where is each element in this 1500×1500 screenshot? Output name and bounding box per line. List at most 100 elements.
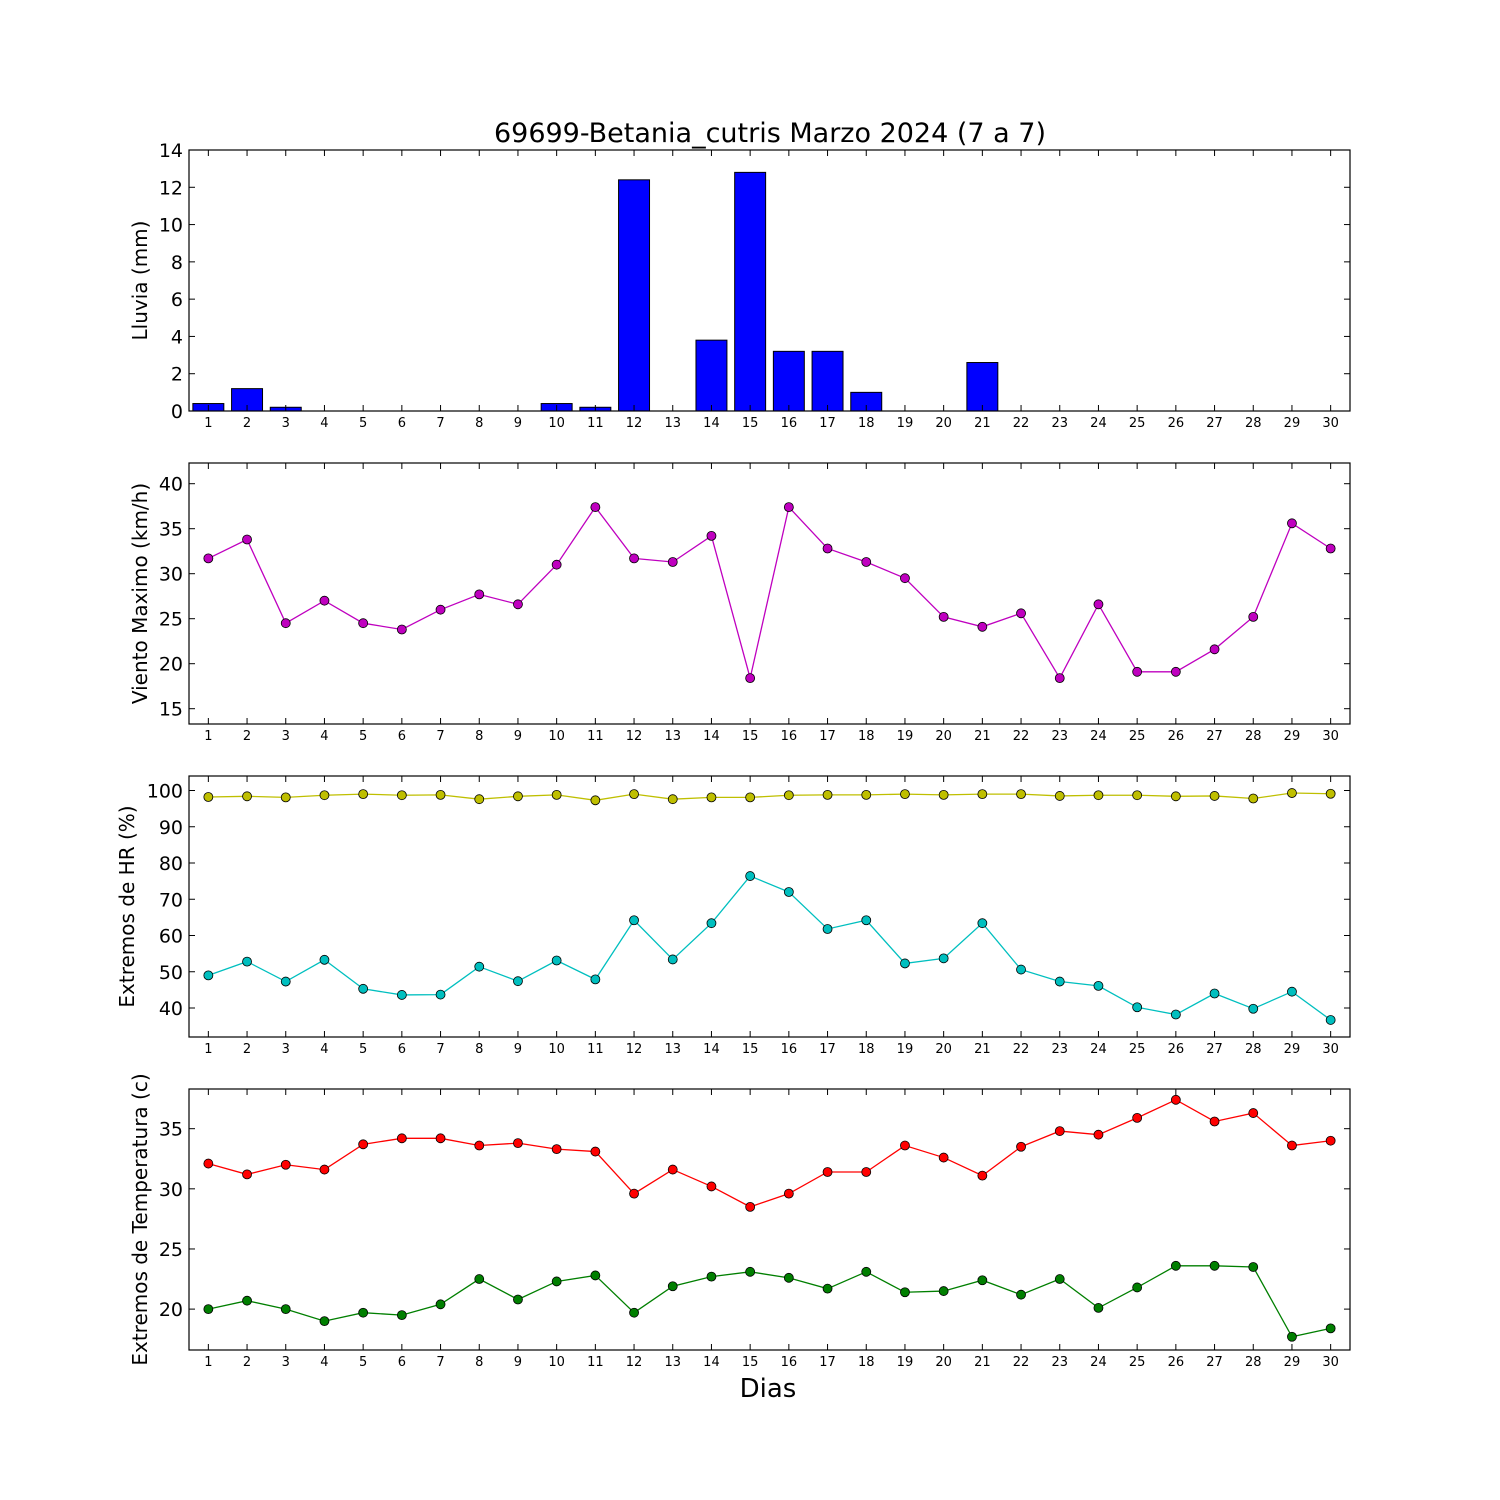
data-point-day-28: [1248, 612, 1259, 622]
x-tick-label: 30: [1322, 1355, 1339, 1370]
bar-day-14: [695, 339, 728, 412]
data-point-day-27: [1209, 1260, 1220, 1271]
data-point-day-18: [861, 557, 872, 567]
data-point-day-15: [745, 1266, 756, 1277]
x-tick-label: 1: [204, 1355, 212, 1370]
x-tick-label: 13: [664, 1042, 681, 1057]
data-point-day-2: [242, 1295, 252, 1306]
x-tick-label: 20: [935, 729, 952, 744]
data-point-day-19: [900, 789, 910, 800]
data-point-day-27: [1209, 791, 1220, 801]
data-point-day-21: [977, 621, 988, 632]
x-tick-label: 5: [359, 416, 367, 431]
data-point-day-8: [474, 794, 485, 805]
y-axis-label: Extremos de Temperatura (c): [128, 1073, 152, 1365]
x-tick-label: 7: [436, 1355, 444, 1370]
x-tick-label: 30: [1322, 1042, 1339, 1057]
data-point-day-25: [1132, 1002, 1143, 1013]
data-point-day-3: [280, 1304, 291, 1315]
data-point-day-24: [1093, 599, 1104, 610]
x-tick-label: 25: [1129, 1355, 1146, 1370]
y-tick-label: 14: [159, 140, 183, 162]
data-point-day-13: [667, 794, 678, 805]
data-point-day-25: [1132, 1282, 1143, 1293]
x-tick-label: 16: [781, 416, 798, 431]
data-point-day-23: [1054, 791, 1065, 801]
data-point-day-3: [280, 618, 291, 629]
x-axis-label: Dias: [740, 1374, 797, 1404]
y-tick-label: 100: [147, 781, 183, 803]
x-tick-label: 14: [703, 729, 720, 744]
data-point-day-3: [280, 976, 291, 987]
data-point-day-19: [900, 573, 910, 584]
x-tick-label: 3: [282, 729, 290, 744]
hr-panel: 1 2 3 4 5 6 7 8 9 10 11 12 13 14 15 16 17 18 19 20 21 22 23 24 2…: [115, 775, 1351, 1057]
data-point-day-15: [745, 871, 756, 881]
x-tick-label: 19: [897, 1355, 914, 1370]
x-tick-label: 2: [243, 729, 251, 744]
temperatura-panel: 1 2 3 4 5 6 7 8 9 10 11 12 13 14 15 16 17 18 19 20 21 22 23 24 2…: [128, 1073, 1351, 1370]
series-line-0: [208, 505, 1332, 680]
x-tick-label: 8: [475, 416, 483, 431]
data-point-day-5: [358, 1139, 369, 1150]
data-point-day-2: [242, 791, 252, 802]
data-point-day-22: [1016, 964, 1026, 975]
data-point-day-24: [1093, 790, 1104, 801]
x-tick-label: 22: [1013, 1355, 1030, 1370]
data-point-day-18: [861, 915, 872, 926]
data-point-day-9: [513, 1294, 523, 1305]
x-tick-label: 9: [514, 1355, 522, 1370]
data-point-day-22: [1016, 789, 1026, 800]
x-tick-label: 8: [475, 1355, 483, 1370]
data-point-day-7: [435, 1299, 446, 1310]
y-tick-label: 0: [171, 401, 183, 423]
subplot-panels: 1 2 3 4 5 6 7 8 9 10 11 12 13 14 15 16 17 18 19 20 21 22 23 24 2…: [115, 140, 1351, 1370]
series-line-1: [208, 1265, 1331, 1338]
x-tick-label: 19: [897, 729, 914, 744]
data-point-day-5: [358, 789, 369, 800]
x-tick-label: 30: [1322, 416, 1339, 431]
x-tick-label: 22: [1013, 729, 1030, 744]
data-point-day-8: [474, 961, 485, 972]
data-point-day-24: [1093, 1129, 1104, 1140]
x-tick-label: 20: [935, 1355, 952, 1370]
data-point-day-3: [280, 792, 291, 803]
x-tick-label: 23: [1051, 1042, 1068, 1057]
data-point-day-20: [938, 953, 949, 964]
x-tick-label: 23: [1051, 416, 1068, 431]
data-point-day-1: [203, 1304, 214, 1315]
x-tick-label: 14: [703, 416, 720, 431]
x-tick-label: 27: [1206, 1355, 1223, 1370]
x-tick-label: 13: [664, 729, 681, 744]
data-point-day-16: [783, 1188, 794, 1199]
data-point-day-12: [629, 553, 639, 564]
x-tick-label: 1: [204, 416, 212, 431]
data-point-day-11: [590, 795, 601, 806]
x-tick-label: 9: [514, 416, 522, 431]
data-point-day-10: [551, 789, 562, 800]
bar-day-21: [966, 362, 999, 412]
data-point-day-17: [822, 924, 833, 934]
x-tick-label: 3: [282, 1355, 290, 1370]
data-point-day-10: [551, 1144, 562, 1155]
x-tick-label: 12: [626, 416, 643, 431]
x-tick-label: 7: [436, 729, 444, 744]
x-tick-label: 15: [742, 1042, 759, 1057]
x-tick-label: 18: [858, 1042, 875, 1057]
x-tick-label: 1: [204, 1042, 212, 1057]
axes-frame: [188, 1088, 1351, 1351]
x-tick-label: 20: [935, 1042, 952, 1057]
data-point-day-9: [513, 791, 523, 802]
data-point-day-22: [1016, 608, 1026, 619]
x-tick-label: 23: [1051, 729, 1068, 744]
data-point-day-12: [629, 789, 639, 800]
x-tick-label: 18: [858, 1355, 875, 1370]
data-point-day-22: [1016, 1141, 1026, 1152]
y-tick-label: 15: [159, 699, 183, 721]
x-tick-label: 11: [587, 1042, 604, 1057]
x-tick-label: 21: [974, 1042, 991, 1057]
x-tick-label: 17: [819, 1355, 836, 1370]
x-tick-label: 24: [1090, 416, 1107, 431]
x-tick-label: 15: [742, 1355, 759, 1370]
